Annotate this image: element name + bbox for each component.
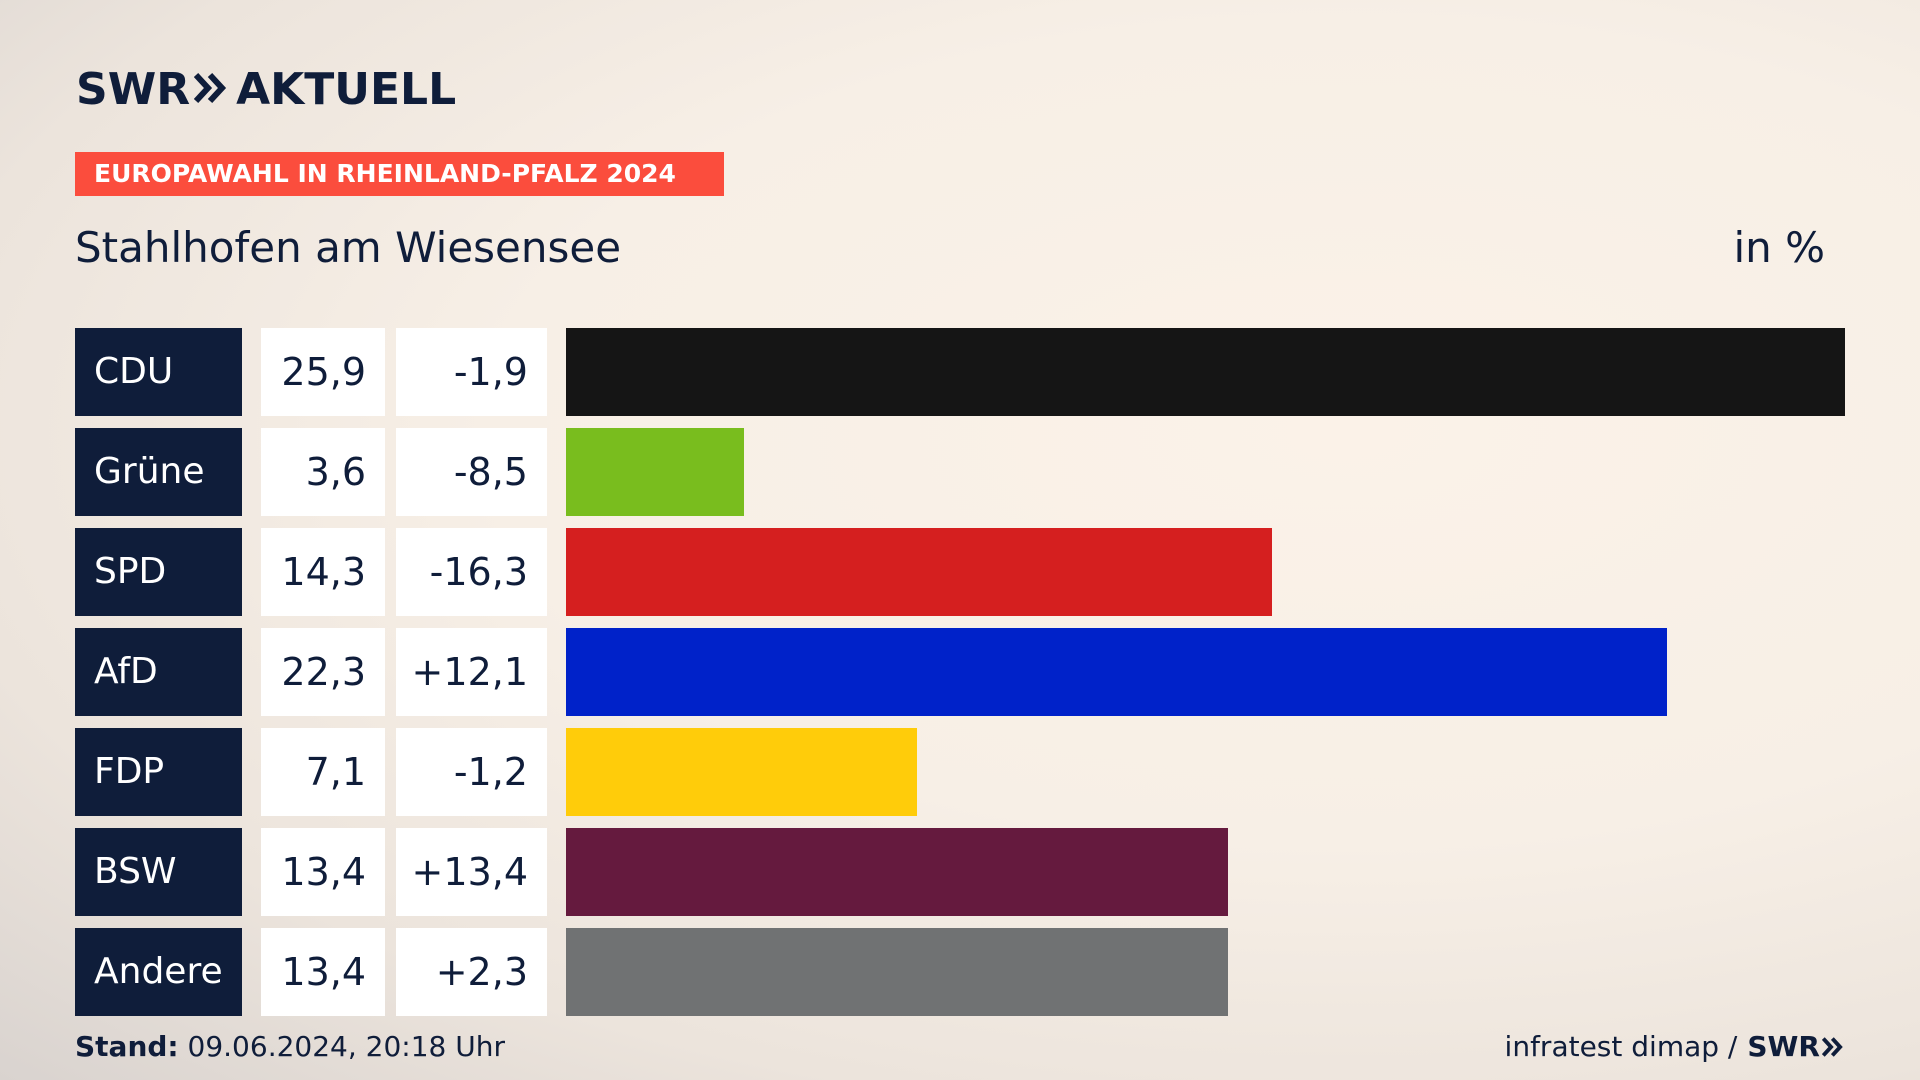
party-value: 25,9 bbox=[261, 328, 385, 416]
party-change: -1,9 bbox=[396, 328, 547, 416]
party-change: +12,1 bbox=[396, 628, 547, 716]
party-label: FDP bbox=[75, 728, 242, 816]
footer-swr-logo: SWR bbox=[1747, 1030, 1844, 1064]
footer-swr-text: SWR bbox=[1747, 1030, 1820, 1063]
party-change: -1,2 bbox=[396, 728, 547, 816]
party-label: SPD bbox=[75, 528, 242, 616]
result-bar bbox=[566, 528, 1272, 616]
result-bar bbox=[566, 728, 917, 816]
timestamp: Stand: 09.06.2024, 20:18 Uhr bbox=[75, 1030, 505, 1064]
region-title: Stahlhofen am Wiesensee bbox=[75, 223, 622, 272]
party-label: AfD bbox=[75, 628, 242, 716]
result-bar bbox=[566, 828, 1228, 916]
stand-label: Stand: bbox=[75, 1030, 179, 1063]
logo-aktuell-text: AKTUELL bbox=[236, 64, 457, 115]
party-change: -16,3 bbox=[396, 528, 547, 616]
swr-aktuell-logo: SWR AKTUELL bbox=[76, 66, 456, 114]
party-value: 22,3 bbox=[261, 628, 385, 716]
result-bar bbox=[566, 328, 1845, 416]
party-value: 7,1 bbox=[261, 728, 385, 816]
party-change: -8,5 bbox=[396, 428, 547, 516]
unit-label: in % bbox=[1733, 223, 1825, 272]
logo-swr-text: SWR bbox=[76, 64, 191, 115]
party-change: +13,4 bbox=[396, 828, 547, 916]
result-bar bbox=[566, 928, 1228, 1016]
party-label: Grüne bbox=[75, 428, 242, 516]
source-text: infratest dimap / bbox=[1504, 1030, 1738, 1063]
party-value: 3,6 bbox=[261, 428, 385, 516]
party-value: 13,4 bbox=[261, 828, 385, 916]
party-label: CDU bbox=[75, 328, 242, 416]
party-label: Andere bbox=[75, 928, 242, 1016]
party-change: +2,3 bbox=[396, 928, 547, 1016]
result-bar bbox=[566, 428, 744, 516]
source-credit: infratest dimap / SWR bbox=[1505, 1030, 1844, 1064]
result-bar bbox=[566, 628, 1667, 716]
election-tag: EUROPAWAHL IN RHEINLAND-PFALZ 2024 bbox=[75, 152, 724, 196]
footer-chevron-icon bbox=[1822, 1037, 1843, 1057]
stand-value: 09.06.2024, 20:18 Uhr bbox=[187, 1030, 505, 1063]
double-chevron-icon bbox=[193, 71, 228, 109]
party-value: 14,3 bbox=[261, 528, 385, 616]
party-label: BSW bbox=[75, 828, 242, 916]
party-value: 13,4 bbox=[261, 928, 385, 1016]
